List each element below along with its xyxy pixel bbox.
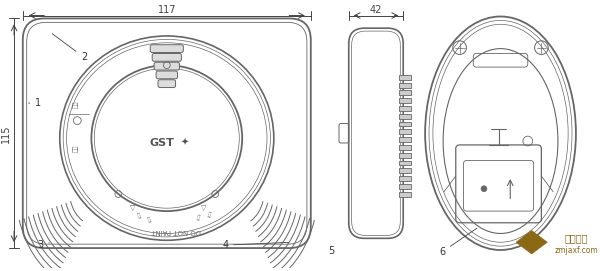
Text: 警: 警 bbox=[147, 217, 152, 223]
Text: ▽: ▽ bbox=[201, 205, 206, 211]
Text: 6: 6 bbox=[439, 228, 477, 257]
FancyBboxPatch shape bbox=[154, 62, 179, 70]
FancyBboxPatch shape bbox=[150, 45, 184, 53]
Text: ▽: ▽ bbox=[130, 205, 136, 211]
Bar bbox=[400, 153, 411, 157]
Bar bbox=[400, 160, 411, 165]
Bar bbox=[400, 145, 411, 150]
Bar bbox=[400, 176, 411, 181]
Text: DO NOT PAINT: DO NOT PAINT bbox=[152, 228, 202, 234]
Text: 报: 报 bbox=[196, 215, 200, 221]
Bar bbox=[400, 192, 411, 196]
Text: 4: 4 bbox=[222, 240, 289, 250]
Bar bbox=[400, 75, 411, 80]
FancyBboxPatch shape bbox=[152, 53, 181, 61]
Text: GST: GST bbox=[149, 138, 175, 148]
Circle shape bbox=[481, 186, 487, 192]
Text: 42: 42 bbox=[370, 5, 382, 15]
Bar bbox=[400, 122, 411, 127]
Text: 5: 5 bbox=[328, 246, 334, 256]
Text: 1: 1 bbox=[29, 98, 41, 108]
FancyBboxPatch shape bbox=[156, 71, 178, 79]
Bar bbox=[400, 83, 411, 88]
Text: 2: 2 bbox=[52, 34, 87, 62]
Bar bbox=[400, 137, 411, 142]
Text: 自检: 自检 bbox=[74, 144, 79, 151]
Bar bbox=[400, 91, 411, 95]
Polygon shape bbox=[516, 231, 547, 254]
Text: 117: 117 bbox=[158, 5, 176, 15]
Bar bbox=[400, 129, 411, 134]
Text: 消音: 消音 bbox=[74, 100, 79, 108]
Text: 115: 115 bbox=[1, 124, 11, 143]
Text: ✦: ✦ bbox=[180, 138, 188, 148]
FancyBboxPatch shape bbox=[158, 80, 176, 88]
Bar bbox=[400, 114, 411, 119]
Text: 火: 火 bbox=[137, 213, 142, 219]
Text: zmjaxf.com: zmjaxf.com bbox=[554, 246, 598, 254]
Bar bbox=[400, 98, 411, 103]
Text: 3: 3 bbox=[37, 240, 49, 250]
Bar bbox=[400, 168, 411, 173]
Text: 智森消防: 智森消防 bbox=[565, 233, 588, 243]
Text: 警: 警 bbox=[206, 212, 211, 218]
Bar bbox=[400, 184, 411, 189]
Bar bbox=[400, 106, 411, 111]
